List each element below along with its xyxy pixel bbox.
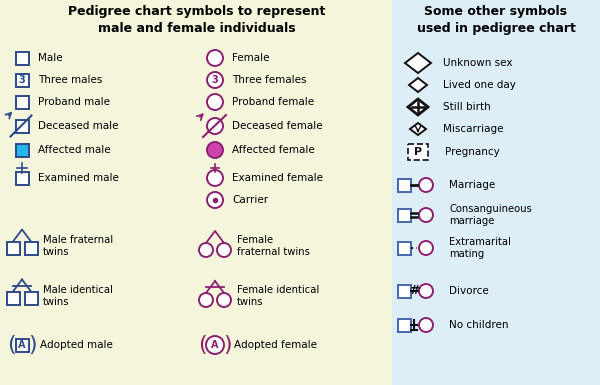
Text: Some other symbols
used in pedigree chart: Some other symbols used in pedigree char… [416,5,575,35]
Bar [16,95,29,109]
Text: Marriage: Marriage [449,180,495,190]
Text: Adopted male: Adopted male [40,340,113,350]
Circle shape [419,284,433,298]
Text: Examined male: Examined male [38,173,119,183]
Bar [16,74,29,87]
Circle shape [207,72,223,88]
Text: Proband male: Proband male [38,97,110,107]
Bar [398,318,410,331]
Circle shape [207,170,223,186]
Text: Deceased male: Deceased male [38,121,119,131]
Text: 3: 3 [19,75,25,85]
Text: #: # [409,285,419,298]
Circle shape [207,94,223,110]
Circle shape [207,142,223,158]
Text: Adopted female: Adopted female [234,340,317,350]
Text: Affected male: Affected male [38,145,110,155]
Circle shape [419,241,433,255]
Polygon shape [410,123,426,135]
Text: Deceased female: Deceased female [232,121,323,131]
Polygon shape [409,78,427,92]
Bar [25,241,37,254]
Text: P: P [414,147,422,157]
Text: Pedigree chart symbols to represent
male and female individuals: Pedigree chart symbols to represent male… [68,5,326,35]
Text: Female
fraternal twins: Female fraternal twins [237,235,310,257]
Bar [16,144,29,156]
Circle shape [199,293,213,307]
Bar [16,171,29,184]
Text: ): ) [29,335,37,355]
FancyBboxPatch shape [392,0,600,385]
Text: Male fraternal
twins: Male fraternal twins [43,235,113,257]
Circle shape [419,178,433,192]
Text: Male: Male [38,53,62,63]
Text: Unknown sex: Unknown sex [443,58,512,68]
Polygon shape [408,99,428,115]
Polygon shape [405,53,431,73]
Bar [16,119,29,132]
Bar [25,291,37,305]
Circle shape [199,243,213,257]
Text: Affected female: Affected female [232,145,315,155]
Text: ): ) [224,335,232,355]
Circle shape [419,318,433,332]
Text: Three males: Three males [38,75,103,85]
Circle shape [207,50,223,66]
Text: 3: 3 [212,75,218,85]
Text: Three females: Three females [232,75,307,85]
Text: Divorce: Divorce [449,286,489,296]
Text: Female: Female [232,53,269,63]
Bar [16,338,29,352]
Text: A: A [18,340,26,350]
Text: Pregnancy: Pregnancy [445,147,500,157]
Text: A: A [211,340,219,350]
Bar [16,52,29,65]
Text: Miscarriage: Miscarriage [443,124,503,134]
Circle shape [217,243,231,257]
Bar [398,241,410,254]
Text: Female identical
twins: Female identical twins [237,285,319,307]
Text: (: ( [197,335,206,355]
Text: No children: No children [449,320,509,330]
Circle shape [206,336,224,354]
Bar [398,285,410,298]
Text: Extramarital
mating: Extramarital mating [449,237,511,259]
Text: Examined female: Examined female [232,173,323,183]
Text: Male identical
twins: Male identical twins [43,285,113,307]
FancyBboxPatch shape [0,0,393,385]
Circle shape [419,208,433,222]
Bar [7,241,19,254]
Text: Consanguineous
marriage: Consanguineous marriage [449,204,532,226]
Bar [408,144,428,160]
Circle shape [207,118,223,134]
Text: Still birth: Still birth [443,102,491,112]
Bar [7,291,19,305]
Text: Proband female: Proband female [232,97,314,107]
Circle shape [217,293,231,307]
Circle shape [207,192,223,208]
Bar [398,209,410,221]
Text: Lived one day: Lived one day [443,80,516,90]
Text: Carrier: Carrier [232,195,268,205]
Text: (: ( [7,335,16,355]
Bar [398,179,410,191]
